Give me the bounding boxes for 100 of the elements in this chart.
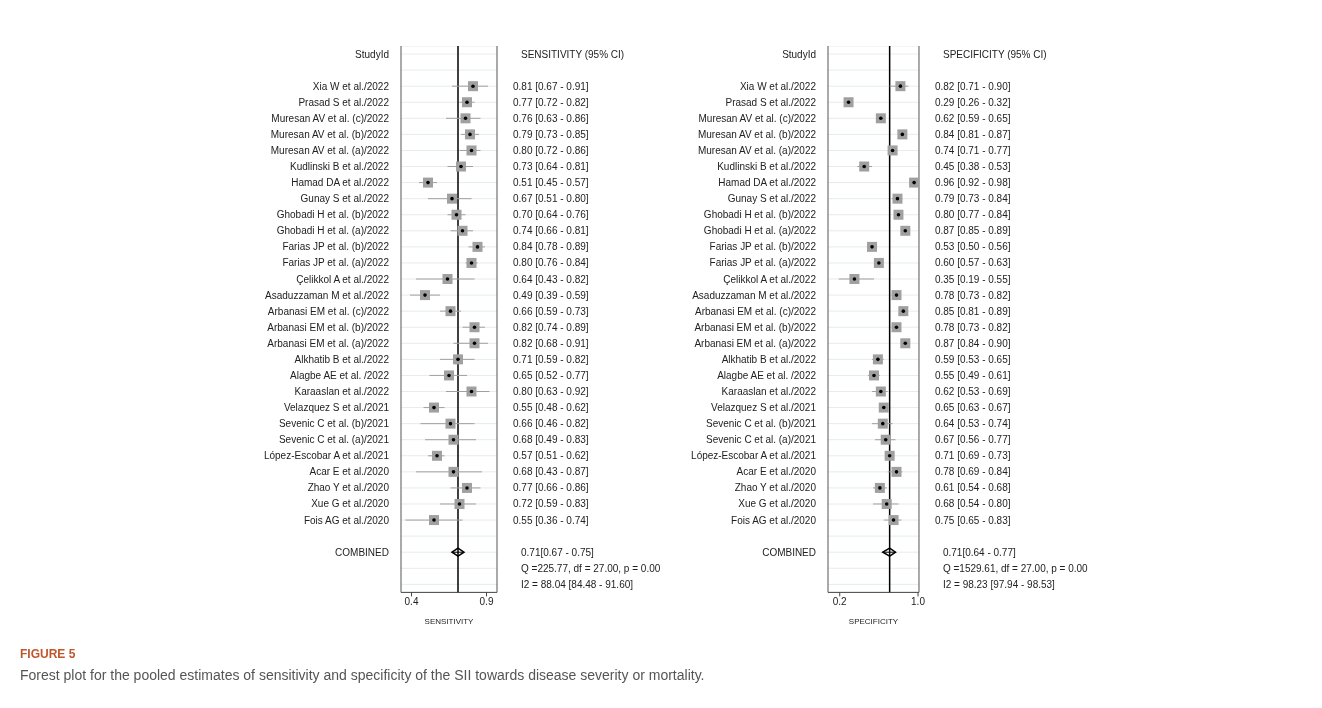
y-tick-label: Velazquez S et al./2021	[283, 402, 390, 414]
x-tick-label: 1.0	[911, 596, 926, 608]
data-label: 0.51 [0.45 - 0.57]	[513, 177, 589, 189]
y-tick-label: Xue G et al./2020	[311, 498, 390, 510]
y-tick-label: COMBINED	[335, 546, 389, 558]
data-label: 0.68 [0.43 - 0.87]	[513, 466, 589, 478]
data-label: 0.79 [0.73 - 0.84]	[935, 193, 1011, 205]
data-label: 0.77 [0.72 - 0.82]	[513, 96, 589, 108]
y-tick-label: COMBINED	[762, 546, 816, 558]
y-tick-label: Hamad DA et al./2022	[291, 177, 390, 189]
y-tick-label: Arbanasi EM et al. (a)/2022	[267, 337, 390, 349]
y-tick-label: Ghobadi H et al. (a)/2022	[703, 225, 817, 237]
data-label: 0.67 [0.51 - 0.80]	[513, 193, 589, 205]
caption: FIGURE 5	[20, 647, 76, 661]
data-label: 0.60 [0.57 - 0.63]	[935, 257, 1011, 269]
data-label: 0.64 [0.43 - 0.82]	[513, 273, 589, 285]
data-label: 0.78 [0.69 - 0.84]	[935, 466, 1011, 478]
data-label: 0.62 [0.59 - 0.65]	[935, 112, 1011, 124]
y-tick-label: Karaaslan et al./2022	[294, 386, 390, 398]
y-tick-label: Zhao Y et al./2020	[734, 482, 817, 494]
y-tick-label: Sevenic C et al. (b)/2021	[278, 418, 390, 430]
y-tick-label: Velazquez S et al./2021	[711, 402, 817, 414]
y-tick-label: López-Escobar A et al./2021	[691, 450, 817, 462]
y-tick-label: Muresan AV et al. (b)/2022	[270, 128, 390, 140]
y-tick-label: Asaduzzaman M et al./2022	[692, 289, 817, 301]
x-axis-title: SPECIFICITY	[848, 617, 899, 627]
data-label: 0.80 [0.63 - 0.92]	[513, 386, 589, 398]
data-label: 0.84 [0.81 - 0.87]	[935, 128, 1011, 140]
y-tick-label: Çelikkol A et al./2022	[296, 273, 390, 285]
data-label: 0.79 [0.73 - 0.85]	[513, 128, 589, 140]
y-tick-label: Alkhatib B et al./2022	[294, 353, 390, 365]
y-tick-label: Muresan AV et al. (c)/2022	[698, 112, 817, 124]
data-label: 0.55 [0.48 - 0.62]	[513, 402, 589, 414]
data-label: 0.76 [0.63 - 0.86]	[513, 112, 589, 124]
data-label: 0.65 [0.63 - 0.67]	[935, 402, 1011, 414]
data-label: 0.84 [0.78 - 0.89]	[513, 241, 589, 253]
data-label: 0.66 [0.59 - 0.73]	[513, 305, 589, 317]
data-label: 0.72 [0.59 - 0.83]	[513, 498, 589, 510]
text: I2 = 98.23 [97.94 - 98.53]	[943, 578, 1056, 590]
data-label: 0.73 [0.64 - 0.81]	[513, 161, 589, 173]
y-tick-label: López-Escobar A et al./2021	[263, 450, 390, 462]
y-axis-title: StudyId	[782, 48, 816, 60]
y-tick-label: Xia W et al./2022	[739, 80, 817, 92]
data-label: 0.53 [0.50 - 0.56]	[935, 241, 1011, 253]
x-tick-label: 0.4	[404, 596, 419, 608]
y-tick-label: Xia W et al./2022	[312, 80, 390, 92]
data-label: 0.78 [0.73 - 0.82]	[935, 321, 1011, 333]
data-label: 0.49 [0.39 - 0.59]	[513, 289, 589, 301]
y-tick-label: Acar E et al./2020	[309, 466, 390, 478]
y-tick-label: Ghobadi H et al. (b)/2022	[276, 209, 390, 221]
text: I2 = 88.04 [84.48 - 91.60]	[521, 578, 634, 590]
y-tick-label: Muresan AV et al. (a)/2022	[270, 144, 390, 156]
y-tick-label: Sevenic C et al. (a)/2021	[278, 434, 390, 446]
y-tick-label: Farias JP et al. (a)/2022	[282, 257, 390, 269]
data-label: 0.85 [0.81 - 0.89]	[935, 305, 1011, 317]
y-tick-label: Asaduzzaman M et al./2022	[265, 289, 390, 301]
data-label: 0.74 [0.66 - 0.81]	[513, 225, 589, 237]
data-label: 0.77 [0.66 - 0.86]	[513, 482, 589, 494]
data-label: 0.29 [0.26 - 0.32]	[935, 96, 1011, 108]
y-tick-label: Farias JP et al. (b)/2022	[709, 241, 817, 253]
y-tick-label: Kudlinski B et al./2022	[290, 161, 390, 173]
data-label: 0.66 [0.46 - 0.82]	[513, 418, 589, 430]
y-tick-label: Muresan AV et al. (c)/2022	[271, 112, 390, 124]
data-label: 0.64 [0.53 - 0.74]	[935, 418, 1011, 430]
y-tick-label: Ghobadi H et al. (a)/2022	[276, 225, 390, 237]
y-tick-label: Sevenic C et al. (a)/2021	[706, 434, 817, 446]
data-label: 0.80 [0.76 - 0.84]	[513, 257, 589, 269]
y-tick-label: Acar E et al./2020	[736, 466, 817, 478]
data-label: 0.68 [0.54 - 0.80]	[935, 498, 1011, 510]
y-tick-label: Karaaslan et al./2022	[721, 386, 817, 397]
y-tick-label: Alagbe AE et al. /2022	[717, 369, 817, 381]
data-label: 0.59 [0.53 - 0.65]	[935, 353, 1011, 365]
data-label: 0.57 [0.51 - 0.62]	[513, 450, 589, 462]
data-label: 0.87 [0.84 - 0.90]	[935, 337, 1011, 349]
y-tick-label: Farias JP et al. (b)/2022	[282, 241, 390, 253]
y-tick-label: Muresan AV et al. (b)/2022	[697, 128, 817, 140]
data-label: 0.35 [0.19 - 0.55]	[935, 273, 1011, 285]
y-tick-label: Arbanasi EM et al. (c)/2022	[695, 305, 817, 317]
y-tick-label: Fois AG et al./2020	[303, 514, 390, 526]
data-label: 0.82 [0.68 - 0.91]	[513, 337, 589, 349]
y-tick-label: Zhao Y et al./2020	[307, 482, 390, 494]
y-tick-label: Hamad DA et al./2022	[718, 177, 817, 189]
data-label: 0.87 [0.85 - 0.89]	[935, 225, 1011, 237]
data-label: 0.71 [0.59 - 0.82]	[513, 353, 589, 365]
data-label: 0.74 [0.71 - 0.77]	[935, 144, 1011, 156]
y-tick-label: Prasad S et al./2022	[725, 96, 817, 108]
y-tick-label: Çelikkol A et al./2022	[723, 273, 817, 285]
y-tick-label: Muresan AV et al. (a)/2022	[697, 144, 817, 156]
y-tick-label: Gunay S et al./2022	[727, 193, 817, 205]
y-tick-label: Alkhatib B et al./2022	[721, 353, 817, 365]
y-axis-title: StudyId	[355, 48, 389, 60]
data-label: 0.67 [0.56 - 0.77]	[935, 434, 1011, 446]
data-label: 0.62 [0.53 - 0.69]	[935, 386, 1011, 397]
text: SPECIFICITY (95% CI)	[943, 48, 1047, 60]
data-label: 0.96 [0.92 - 0.98]	[935, 177, 1011, 189]
data-label: 0.78 [0.73 - 0.82]	[935, 289, 1011, 301]
y-tick-label: Sevenic C et al. (b)/2021	[706, 418, 817, 430]
y-tick-label: Arbanasi EM et al. (b)/2022	[267, 321, 390, 333]
y-tick-label: Kudlinski B et al./2022	[717, 161, 817, 173]
x-axis-title: SENSITIVITY	[424, 617, 475, 627]
